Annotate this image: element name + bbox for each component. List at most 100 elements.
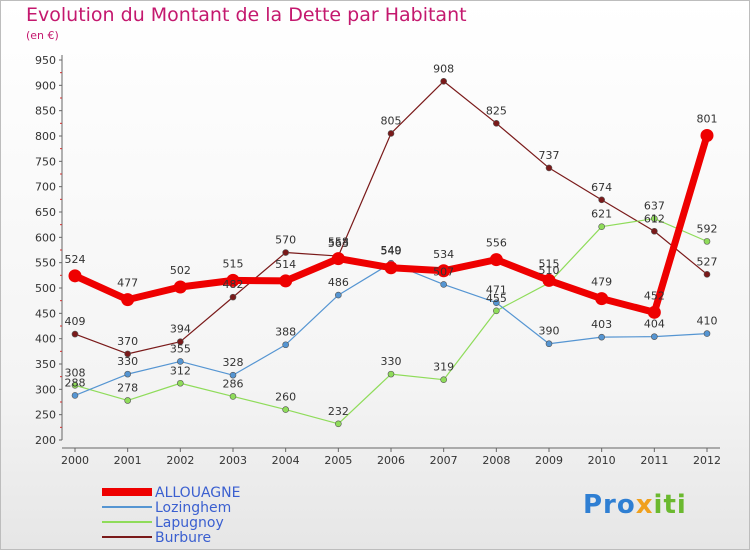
y-tick-label: 550 [35, 257, 56, 270]
y-tick-label: 650 [35, 206, 56, 219]
data-label-lapugnoy: 510 [539, 264, 560, 277]
x-tick-label: 2005 [324, 454, 352, 467]
x-tick-label: 2009 [535, 454, 563, 467]
y-tick-label: 950 [35, 54, 56, 67]
data-point-allouagne [173, 280, 187, 294]
y-tick-label: 750 [35, 155, 56, 168]
data-label-lapugnoy: 637 [644, 200, 665, 213]
data-label-lapugnoy: 312 [170, 364, 191, 377]
data-label-allouagne: 801 [697, 112, 718, 125]
y-tick-label: 600 [35, 231, 56, 244]
data-point-burbure [387, 130, 395, 137]
legend-label-burbure: Burbure [155, 530, 211, 546]
data-label-lapugnoy: 278 [117, 381, 138, 394]
data-point-lozinghem [703, 330, 711, 337]
data-label-allouagne: 515 [223, 257, 244, 270]
y-tick-label: 800 [35, 130, 56, 143]
y-tick-label: 400 [35, 333, 56, 346]
series-line-allouagne [71, 131, 711, 316]
data-label-allouagne: 479 [591, 276, 612, 289]
data-point-lozinghem [282, 341, 289, 349]
data-point-lozinghem [598, 333, 605, 341]
data-point-lozinghem [545, 340, 553, 348]
x-tick-label: 2011 [640, 454, 668, 467]
x-tick-label: 2012 [693, 454, 721, 467]
data-label-lapugnoy: 319 [433, 361, 454, 374]
data-label-burbure: 612 [644, 212, 665, 225]
x-tick-label: 2008 [482, 454, 510, 467]
data-label-lapugnoy: 286 [223, 377, 244, 390]
data-label-lapugnoy: 308 [65, 366, 86, 379]
page-subtitle: (en €) [26, 29, 59, 42]
data-point-burbure [598, 196, 605, 204]
data-label-lozinghem: 403 [591, 318, 612, 331]
data-label-lozinghem: 410 [697, 315, 718, 328]
data-label-burbure: 570 [275, 234, 296, 247]
y-tick-label: 700 [35, 181, 56, 194]
data-point-lozinghem [493, 299, 500, 306]
chart-axes: 200 250 300 350 400 450 500 550 600 650 700 750 800 8… [35, 54, 721, 467]
data-label-allouagne: 558 [328, 236, 349, 249]
data-label-lapugnoy: 260 [275, 391, 296, 404]
data-label-allouagne: 540 [381, 245, 402, 258]
x-tick-label: 2010 [588, 454, 616, 467]
data-label-lozinghem: 507 [433, 265, 454, 278]
data-point-lapugnoy [598, 223, 605, 230]
data-point-burbure [703, 271, 711, 278]
data-point-burbure [71, 330, 79, 338]
data-point-lozinghem [177, 358, 184, 365]
data-point-burbure [545, 164, 553, 172]
x-tick-label: 2002 [166, 454, 194, 467]
data-point-lapugnoy [651, 215, 658, 222]
data-label-burbure: 908 [433, 62, 454, 75]
data-label-lozinghem: 388 [275, 326, 296, 339]
data-point-lapugnoy [440, 376, 447, 384]
x-tick-label: 2006 [377, 454, 405, 467]
data-point-lozinghem [651, 333, 658, 340]
data-label-lozinghem: 404 [644, 318, 665, 331]
data-label-burbure: 370 [117, 335, 138, 348]
data-label-allouagne: 534 [433, 248, 454, 261]
data-point-lozinghem [335, 291, 342, 299]
x-tick-label: 2001 [114, 454, 142, 467]
data-label-lozinghem: 471 [486, 284, 507, 297]
data-label-lozinghem: 328 [223, 356, 244, 369]
data-label-lozinghem: 390 [539, 325, 560, 338]
x-tick-label: 2000 [61, 454, 89, 467]
data-label-lapugnoy: 621 [591, 208, 612, 221]
data-label-burbure: 737 [539, 149, 560, 162]
data-label-lozinghem: 330 [117, 355, 138, 368]
data-label-burbure: 409 [65, 315, 86, 328]
data-point-lapugnoy [229, 393, 237, 400]
data-label-burbure: 394 [170, 323, 191, 336]
data-point-allouagne [279, 274, 293, 288]
y-tick-label: 200 [35, 434, 56, 447]
data-point-burbure [124, 350, 131, 358]
data-point-burbure [229, 293, 237, 301]
y-tick-label: 900 [35, 79, 56, 92]
data-label-burbure: 563 [328, 237, 349, 250]
data-label-burbure: 825 [486, 104, 507, 117]
data-label-lapugnoy: 232 [328, 405, 349, 418]
series-layer [68, 77, 714, 428]
data-label-burbure: 482 [223, 278, 244, 291]
data-label-allouagne: 502 [170, 264, 191, 277]
data-point-lapugnoy [282, 406, 289, 413]
data-point-allouagne [226, 273, 240, 287]
data-point-allouagne [121, 293, 135, 307]
data-label-lozinghem: 486 [328, 276, 349, 289]
data-point-allouagne [331, 252, 345, 266]
legend-label-lapugnoy: Lapugnoy [155, 515, 224, 531]
y-tick-label: 300 [35, 383, 56, 396]
data-point-allouagne [700, 128, 714, 142]
data-label-lapugnoy: 592 [697, 222, 718, 235]
data-label-allouagne: 515 [539, 257, 560, 270]
data-label-allouagne: 514 [275, 258, 296, 271]
legend-label-allouagne: ALLOUAGNE [155, 485, 240, 501]
data-point-lapugnoy [493, 307, 500, 315]
data-point-lapugnoy [703, 238, 711, 245]
data-label-allouagne: 477 [117, 277, 138, 290]
legend-label-lozinghem: Lozinghem [155, 500, 231, 516]
